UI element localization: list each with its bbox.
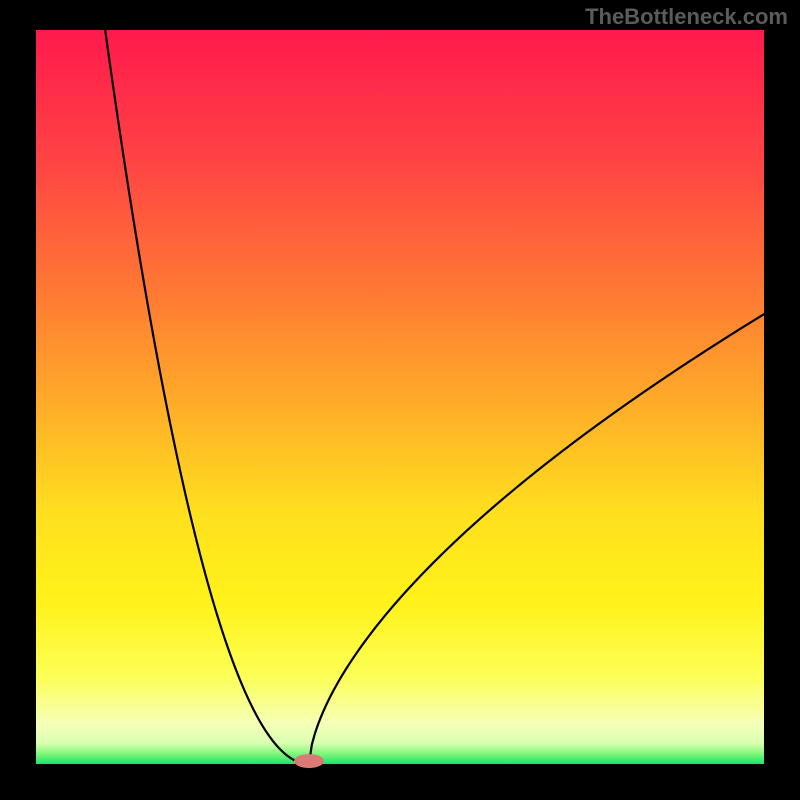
chart-container: TheBottleneck.com: [0, 0, 800, 800]
plot-background: [36, 30, 764, 764]
bottleneck-chart: [0, 0, 800, 800]
optimal-marker: [294, 754, 324, 768]
watermark-text: TheBottleneck.com: [585, 4, 788, 30]
